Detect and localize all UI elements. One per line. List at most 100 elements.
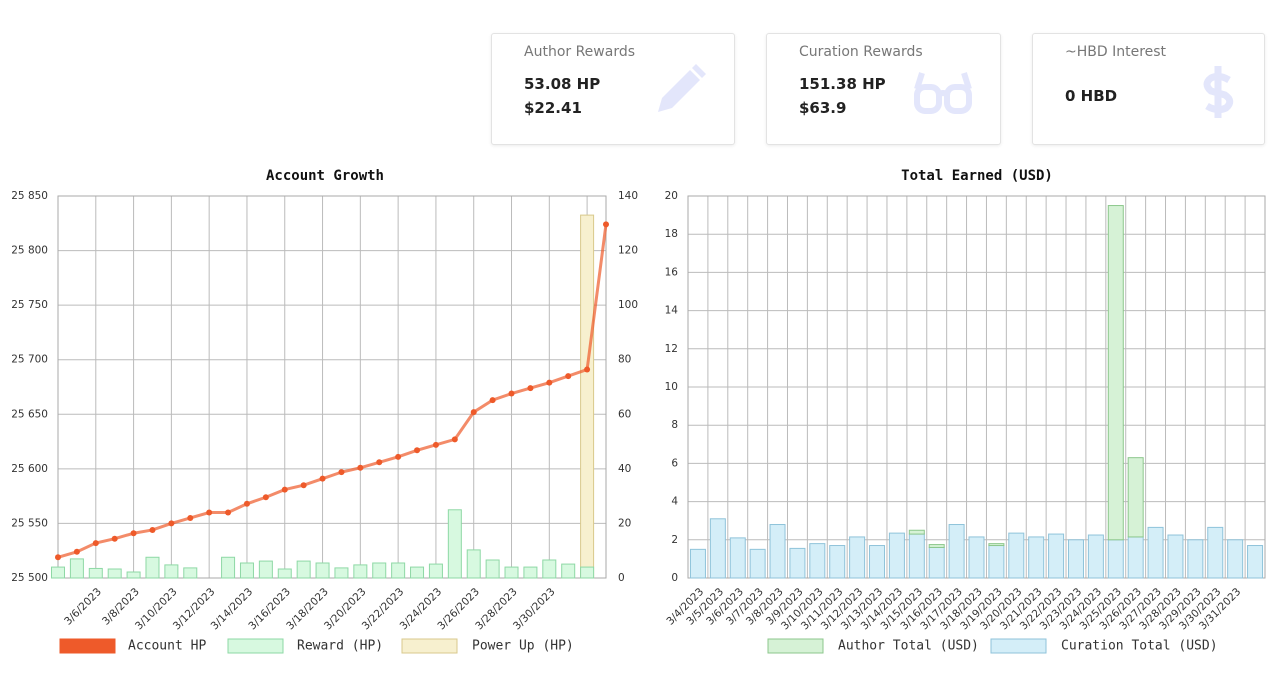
bar bbox=[315, 562, 330, 579]
bar bbox=[809, 543, 826, 579]
line-point bbox=[168, 520, 175, 527]
bar bbox=[1008, 532, 1025, 579]
bar bbox=[1127, 457, 1144, 538]
card-label: Author Rewards bbox=[524, 44, 636, 60]
bar bbox=[447, 509, 462, 579]
card: Curation Rewards 151.38 HP $63.9 bbox=[766, 33, 1001, 145]
line-point bbox=[414, 447, 421, 454]
legend-label: Account HP bbox=[128, 639, 206, 654]
legend-swatch bbox=[401, 638, 458, 654]
bar bbox=[428, 563, 443, 579]
bar bbox=[908, 529, 925, 535]
bar bbox=[353, 564, 368, 579]
card-value: 0 HBD bbox=[1065, 87, 1118, 105]
bar bbox=[908, 533, 925, 579]
y-tick-label: 25 550 bbox=[11, 517, 48, 529]
bar bbox=[580, 214, 595, 579]
bar bbox=[523, 566, 538, 579]
y-tick-label: 8 bbox=[671, 419, 678, 431]
line bbox=[57, 224, 608, 559]
y2-tick-label: 40 bbox=[618, 463, 631, 475]
line-point bbox=[357, 464, 364, 471]
line-point bbox=[92, 540, 99, 547]
bar bbox=[729, 537, 746, 579]
bar bbox=[410, 566, 425, 579]
bar bbox=[145, 556, 160, 579]
y2-tick-label: 80 bbox=[618, 354, 631, 366]
y-tick-label: 2 bbox=[671, 534, 678, 546]
y-tick-label: 25 750 bbox=[11, 299, 48, 311]
bar bbox=[580, 566, 595, 579]
bar bbox=[504, 566, 519, 579]
card-value: 53.08 HP bbox=[524, 75, 601, 93]
y2-tick-label: 140 bbox=[618, 190, 638, 202]
bar bbox=[888, 532, 905, 579]
y2-tick-label: 120 bbox=[618, 245, 638, 257]
bar bbox=[561, 563, 576, 579]
line-point bbox=[300, 482, 307, 489]
pencil-icon bbox=[658, 64, 706, 112]
line-point bbox=[206, 509, 213, 516]
line-point bbox=[584, 366, 591, 373]
line-point bbox=[546, 379, 553, 386]
bar bbox=[1067, 539, 1084, 579]
line-point bbox=[149, 526, 156, 533]
y-tick-label: 0 bbox=[671, 572, 678, 584]
bar bbox=[542, 559, 557, 579]
y-tick-label: 12 bbox=[665, 343, 678, 355]
bar bbox=[849, 536, 866, 579]
bar bbox=[709, 518, 726, 579]
bar bbox=[296, 560, 311, 579]
y2-tick-label: 100 bbox=[618, 299, 638, 311]
bar bbox=[1147, 526, 1164, 579]
bar bbox=[1247, 545, 1264, 579]
line-point bbox=[508, 390, 515, 397]
legend-swatch bbox=[990, 638, 1047, 654]
bar bbox=[1028, 536, 1045, 579]
line-point bbox=[130, 530, 137, 537]
line-point bbox=[338, 469, 345, 476]
bar bbox=[164, 564, 179, 579]
line-point bbox=[187, 514, 194, 521]
bar bbox=[258, 560, 273, 579]
bar bbox=[126, 571, 141, 579]
y-tick-label: 25 800 bbox=[11, 245, 48, 257]
line-point bbox=[262, 494, 269, 501]
y-tick-label: 14 bbox=[665, 305, 679, 317]
bar bbox=[391, 562, 406, 579]
line-point bbox=[603, 221, 609, 228]
line-point bbox=[243, 500, 250, 507]
bar bbox=[988, 545, 1005, 579]
legend-label: Curation Total (USD) bbox=[1061, 639, 1218, 654]
legend-label: Reward (HP) bbox=[297, 639, 383, 654]
y-tick-label: 16 bbox=[665, 266, 679, 278]
bar bbox=[829, 545, 846, 579]
y-tick-label: 10 bbox=[665, 381, 678, 393]
bar bbox=[1107, 205, 1124, 541]
y-tick-label: 18 bbox=[665, 228, 678, 240]
bar bbox=[107, 568, 122, 579]
line-point bbox=[225, 509, 232, 516]
legend-swatch bbox=[767, 638, 824, 654]
bar bbox=[1127, 536, 1144, 579]
bar bbox=[466, 549, 481, 579]
bar bbox=[1227, 539, 1244, 579]
y-tick-label: 6 bbox=[671, 457, 678, 469]
legend-label: Power Up (HP) bbox=[472, 639, 574, 654]
y2-tick-label: 20 bbox=[618, 517, 631, 529]
card: ~HBD Interest 0 HBD bbox=[1032, 33, 1265, 145]
bar bbox=[372, 562, 387, 579]
bar bbox=[968, 536, 985, 579]
bar bbox=[948, 524, 965, 579]
line-point bbox=[395, 453, 402, 460]
y2-tick-label: 0 bbox=[618, 572, 625, 584]
y-tick-label: 25 500 bbox=[11, 572, 48, 584]
legend-swatch bbox=[59, 638, 116, 654]
line-point bbox=[281, 486, 288, 493]
bar bbox=[51, 566, 65, 579]
bar bbox=[485, 559, 500, 579]
line-point bbox=[111, 535, 118, 542]
bar bbox=[1187, 539, 1204, 579]
line-point bbox=[55, 554, 61, 561]
